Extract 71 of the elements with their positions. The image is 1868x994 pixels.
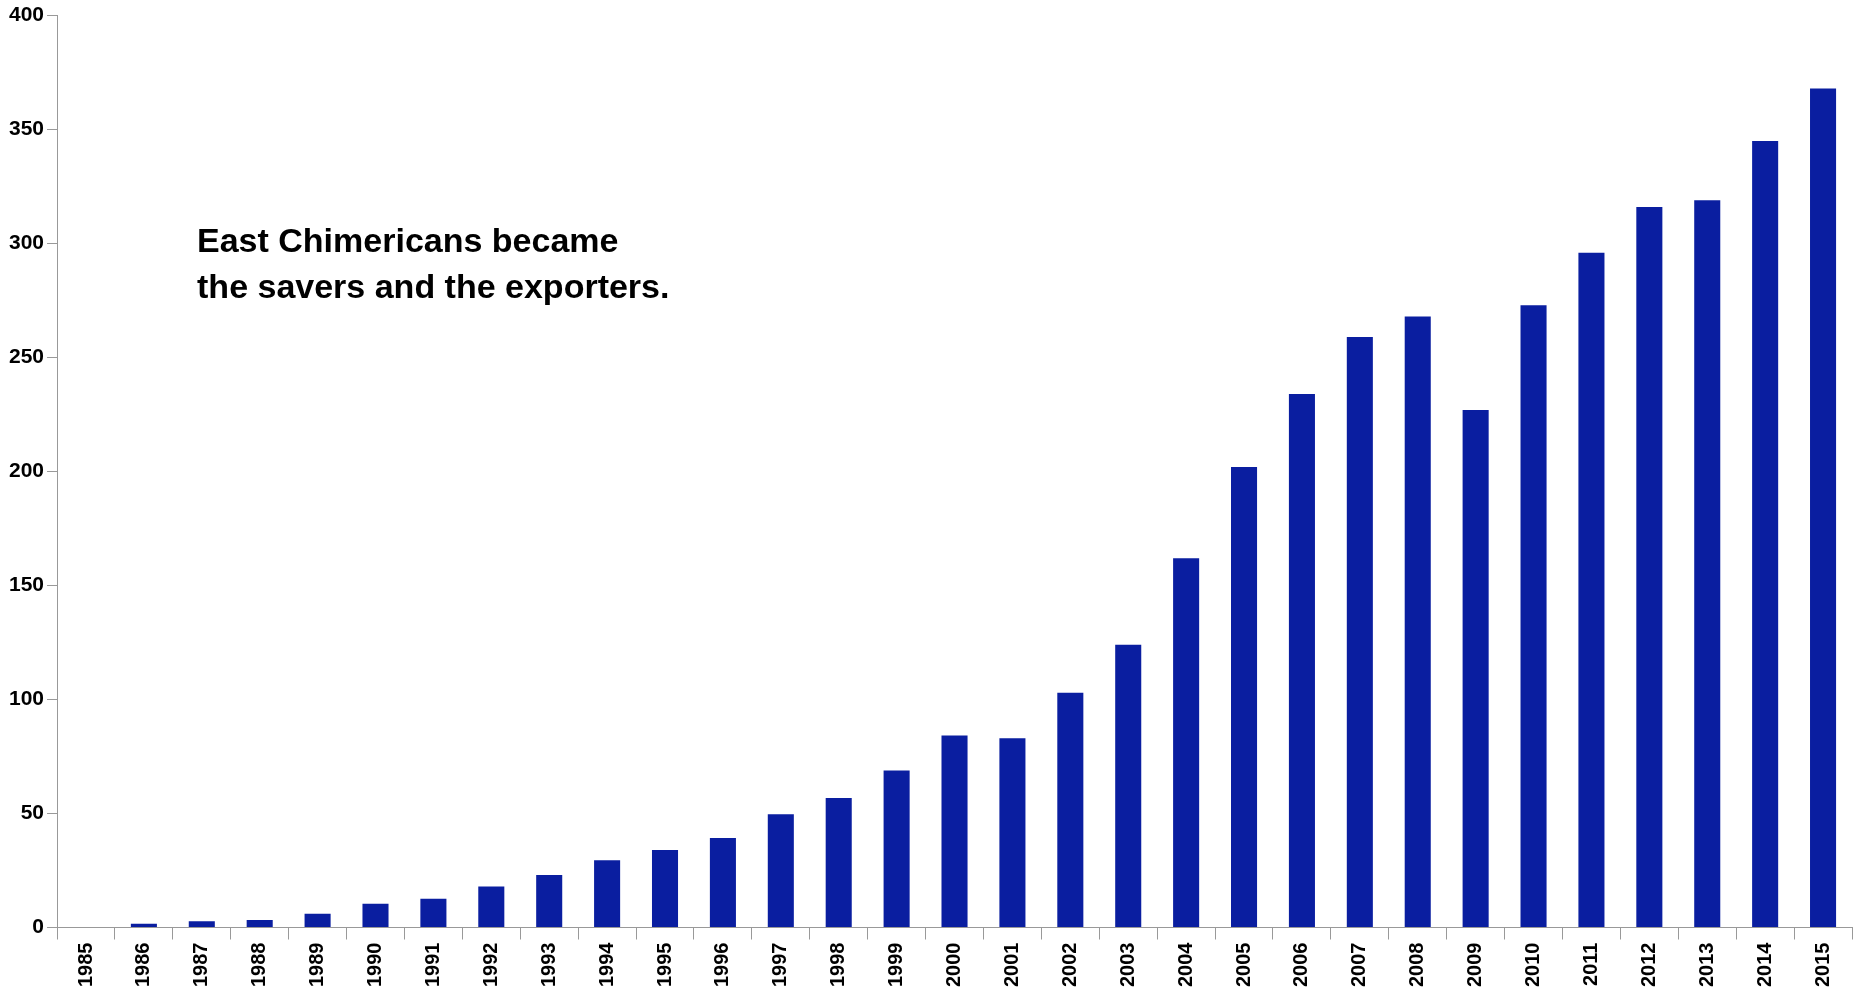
y-tick-label: 250 xyxy=(8,344,45,368)
bar xyxy=(1173,558,1200,928)
x-tick-label: 1998 xyxy=(826,942,849,988)
x-tick-label: 1991 xyxy=(420,942,443,988)
x-tick-label: 2012 xyxy=(1636,942,1659,988)
x-tick-label: 2013 xyxy=(1694,942,1717,988)
x-tick-label: 2015 xyxy=(1810,942,1833,988)
bar xyxy=(1404,316,1431,928)
y-tick-label: 350 xyxy=(8,116,45,140)
x-tick-label: 2004 xyxy=(1173,941,1196,988)
x-tick-label: 1992 xyxy=(478,942,501,988)
x-tick-label: 2010 xyxy=(1521,942,1544,988)
x-tick-label: 1990 xyxy=(363,942,386,988)
x-tick-label: 1993 xyxy=(536,942,559,988)
x-tick-label: 1994 xyxy=(594,941,617,988)
bar xyxy=(941,735,968,928)
y-tick-label: 300 xyxy=(8,230,45,254)
x-tick-label: 2006 xyxy=(1289,942,1312,988)
bar xyxy=(1694,200,1721,928)
bar xyxy=(478,886,505,928)
y-tick-label: 0 xyxy=(32,914,45,938)
bar xyxy=(709,837,736,928)
x-tick-label: 2014 xyxy=(1752,941,1775,988)
bar xyxy=(1578,252,1605,928)
bar xyxy=(1057,692,1084,928)
bar xyxy=(1636,207,1663,928)
x-tick-label: 2007 xyxy=(1347,942,1370,988)
y-tick-label: 150 xyxy=(8,572,45,596)
bar xyxy=(130,923,157,928)
bar xyxy=(188,921,215,928)
bar xyxy=(1115,644,1142,928)
bar xyxy=(304,913,331,928)
bar xyxy=(362,903,389,928)
x-tick-label: 2008 xyxy=(1405,942,1428,988)
bar xyxy=(767,814,794,928)
y-tick-label: 100 xyxy=(8,686,45,710)
x-tick-label: 1989 xyxy=(305,942,328,988)
x-tick-label: 1986 xyxy=(131,942,154,988)
bar xyxy=(1520,305,1547,928)
x-tick-label: 1999 xyxy=(884,942,907,988)
x-tick-label: 2002 xyxy=(1057,942,1080,988)
x-tick-label: 1997 xyxy=(768,942,791,988)
bar xyxy=(1346,337,1373,928)
x-tick-label: 2005 xyxy=(1231,942,1254,988)
x-tick-label: 2000 xyxy=(942,942,965,988)
bar xyxy=(420,898,447,928)
bar xyxy=(1462,410,1489,928)
y-tick-label: 200 xyxy=(8,458,45,482)
y-tick-label: 400 xyxy=(8,2,45,26)
bar xyxy=(999,738,1026,928)
x-tick-label: 1995 xyxy=(652,942,675,988)
annotation: East Chimericans became the savers and the exporters. xyxy=(197,220,670,305)
y-tick-label: 50 xyxy=(20,800,45,824)
x-tick-label: 2001 xyxy=(999,942,1022,988)
bar xyxy=(651,850,679,928)
bar xyxy=(594,860,621,928)
x-tick-label: 2009 xyxy=(1463,942,1486,988)
x-tick-label: 2011 xyxy=(1578,942,1601,986)
bar xyxy=(246,919,273,928)
bar xyxy=(1231,466,1258,928)
bar xyxy=(1752,140,1779,928)
x-tick-label: 1985 xyxy=(73,942,96,988)
x-tick-label: 1996 xyxy=(710,942,733,988)
x-tick-label: 1987 xyxy=(189,942,212,988)
x-tick-label: 2003 xyxy=(1115,942,1138,988)
bar xyxy=(536,875,563,928)
bar xyxy=(1810,88,1837,928)
bar xyxy=(825,798,852,928)
bar xyxy=(883,770,910,928)
x-tick-label: 1988 xyxy=(247,942,270,988)
bar xyxy=(1288,394,1315,928)
